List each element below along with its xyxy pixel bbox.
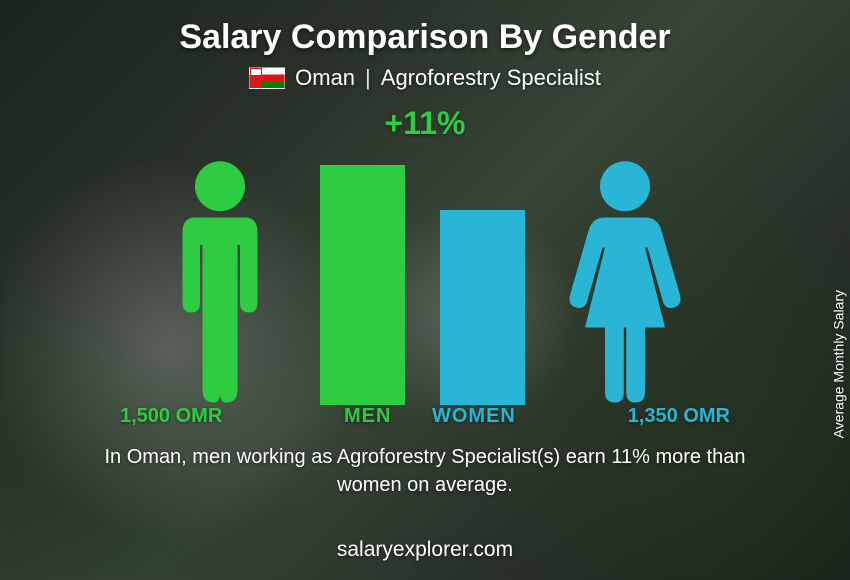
footer-site: salaryexplorer.com — [0, 538, 850, 562]
country-name: Oman — [295, 65, 355, 91]
flag-emblem-icon — [251, 69, 261, 75]
infographic-content: Salary Comparison By Gender Oman | Agrof… — [0, 0, 850, 580]
subtitle-row: Oman | Agroforestry Specialist — [0, 65, 850, 91]
separator: | — [365, 65, 371, 91]
women-category-label: WOMEN — [432, 405, 516, 428]
female-figure-icon — [560, 155, 690, 405]
percent-difference-label: +11% — [385, 105, 466, 142]
male-figure-icon — [155, 155, 285, 405]
page-title: Salary Comparison By Gender — [0, 18, 850, 57]
salary-bar-chart: +11% 1,500 OMR MEN WOMEN 1,350 OMR — [0, 101, 850, 431]
men-category-label: MEN — [344, 405, 391, 428]
men-salary-value: 1,500 OMR — [120, 405, 222, 428]
men-salary-bar — [320, 165, 405, 405]
job-title: Agroforestry Specialist — [381, 65, 601, 91]
women-salary-bar — [440, 210, 525, 405]
oman-flag-icon — [249, 67, 285, 89]
women-salary-value: 1,350 OMR — [628, 405, 730, 428]
description-text: In Oman, men working as Agroforestry Spe… — [80, 443, 770, 499]
y-axis-label: Average Monthly Salary — [830, 290, 846, 438]
chart-label-row: 1,500 OMR MEN WOMEN 1,350 OMR — [0, 405, 850, 431]
